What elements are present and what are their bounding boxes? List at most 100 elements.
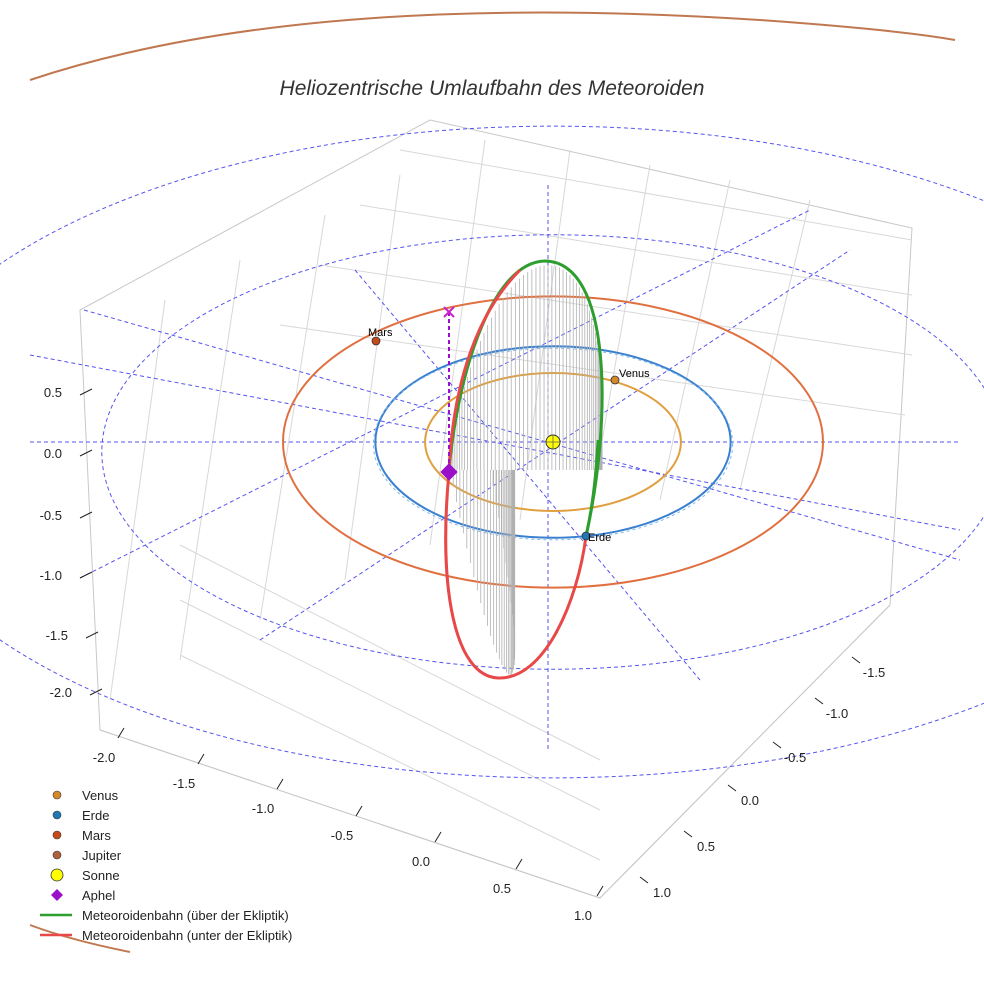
- z-tick-mark: [79, 571, 93, 579]
- y-tick-mark: [683, 830, 693, 838]
- grid-line: [179, 654, 601, 861]
- legend-item: Sonne: [50, 868, 120, 883]
- grid-line: [429, 139, 486, 546]
- x-tick-mark: [355, 805, 363, 817]
- grid-line: [659, 179, 731, 501]
- z-tick-label: -1.5: [46, 628, 68, 643]
- floor-edge: [599, 604, 891, 899]
- grid-line: [399, 149, 913, 241]
- x-tick-label: 1.0: [574, 908, 592, 923]
- orbit-erde: [374, 345, 732, 539]
- z-tick-mark: [79, 388, 93, 396]
- planet-markers: Venus Erde Mars: [368, 306, 650, 544]
- x-tick-mark: [276, 778, 284, 790]
- meteoroid-orbit-above: [447, 259, 604, 537]
- planet-marker-mars: [371, 336, 381, 346]
- y-tick-mark: [639, 876, 649, 884]
- chart-title: Heliozentrische Umlaufbahn des Meteoroid…: [280, 77, 705, 100]
- floor-edge: [99, 729, 601, 899]
- legend-marker: [52, 830, 62, 840]
- radial-guide: [83, 309, 961, 561]
- grid-line: [359, 204, 913, 296]
- planet-marker-venus: [610, 375, 620, 385]
- x-tick-label: -1.0: [252, 801, 274, 816]
- x-tick-label: 0.5: [493, 881, 511, 896]
- legend-label: Sonne: [82, 868, 120, 883]
- legend-item: Jupiter: [52, 848, 122, 863]
- y-tick-label: 0.0: [741, 793, 759, 808]
- planet-label-erde: Erde: [588, 532, 611, 544]
- grid-line: [179, 599, 601, 811]
- meteoroid-orbit: [444, 259, 604, 680]
- grid-line: [179, 259, 241, 661]
- orbit-venus: [424, 372, 682, 512]
- legend-item: Venus: [52, 788, 119, 803]
- reference-circle: [101, 234, 984, 670]
- legend-marker: [52, 850, 62, 860]
- reference-guides: [0, 125, 984, 779]
- x-tick-label: -0.5: [331, 828, 353, 843]
- y-tick-mark: [851, 656, 861, 664]
- grid-lines: [99, 139, 913, 899]
- legend-label: Venus: [82, 788, 119, 803]
- planet-label-mars: Mars: [368, 327, 393, 339]
- axes-panes: [79, 119, 913, 899]
- axis-ticks: 0.5 0.0 -0.5 -1.0 -1.5 -2.0 -2.0 -1.5 -1.0 -0.5 0.…: [40, 385, 886, 923]
- planet-marker-erde: [581, 531, 591, 541]
- legend: Venus Erde Mars Jupiter Sonne Aphel Meteoroide…: [40, 788, 292, 943]
- orbit-mars: [282, 295, 824, 589]
- legend-label: Meteoroidenbahn (über der Ekliptik): [82, 908, 289, 923]
- meteoroid-orbit-above-segment: [584, 439, 600, 537]
- y-tick-label: 1.0: [653, 885, 671, 900]
- legend-marker: [51, 889, 63, 901]
- planet-orbits: [29, 11, 956, 953]
- grid-line: [319, 264, 913, 356]
- x-tick-mark: [197, 753, 205, 765]
- legend-marker: [52, 810, 62, 820]
- grid-line: [519, 149, 571, 521]
- y-tick-label: 0.5: [697, 839, 715, 854]
- legend-item: Meteoroidenbahn (unter der Ekliptik): [40, 928, 292, 943]
- legend-item: Aphel: [51, 888, 115, 903]
- grid-line: [279, 324, 906, 416]
- z-tick-label: 0.0: [44, 446, 62, 461]
- legend-label: Aphel: [82, 888, 115, 903]
- x-tick-mark: [434, 831, 442, 843]
- z-tick-mark: [79, 449, 93, 457]
- grid-line: [739, 199, 811, 491]
- aphelion-projection-marker: [443, 306, 455, 318]
- x-tick-label: -1.5: [173, 776, 195, 791]
- y-tick-label: -1.0: [826, 706, 848, 721]
- legend-label: Erde: [82, 808, 109, 823]
- z-tick-label: -1.0: [40, 568, 62, 583]
- orbit-drop-lines: [449, 265, 603, 675]
- y-tick-label: -0.5: [784, 750, 806, 765]
- z-tick-mark: [85, 631, 99, 639]
- reference-circle: [0, 125, 984, 779]
- legend-label: Mars: [82, 828, 111, 843]
- z-tick-mark: [79, 511, 93, 519]
- planet-label-venus: Venus: [619, 368, 650, 380]
- radial-guide: [79, 209, 811, 579]
- aphelion-marker: [440, 463, 458, 481]
- z-tick-mark: [89, 688, 103, 696]
- meteoroid-orbit-below: [444, 471, 588, 680]
- y-tick-mark: [772, 741, 782, 749]
- orbit-jupiter: [29, 924, 131, 953]
- legend-item: Mars: [52, 828, 111, 843]
- z-tick-label: -0.5: [40, 508, 62, 523]
- legend-item: Erde: [52, 808, 109, 823]
- legend-label: Meteoroidenbahn (unter der Ekliptik): [82, 928, 292, 943]
- legend-item: Meteoroidenbahn (über der Ekliptik): [40, 908, 289, 923]
- y-tick-mark: [727, 784, 737, 792]
- orbit-jupiter: [29, 11, 956, 81]
- grid-line: [259, 214, 326, 621]
- orbit-erde-overlay: [372, 347, 734, 541]
- y-tick-mark: [814, 697, 824, 705]
- legend-label: Jupiter: [82, 848, 122, 863]
- z-tick-label: 0.5: [44, 385, 62, 400]
- z-tick-label: -2.0: [50, 685, 72, 700]
- x-tick-label: -2.0: [93, 750, 115, 765]
- meteoroid-orbit-below-segment: [447, 268, 522, 473]
